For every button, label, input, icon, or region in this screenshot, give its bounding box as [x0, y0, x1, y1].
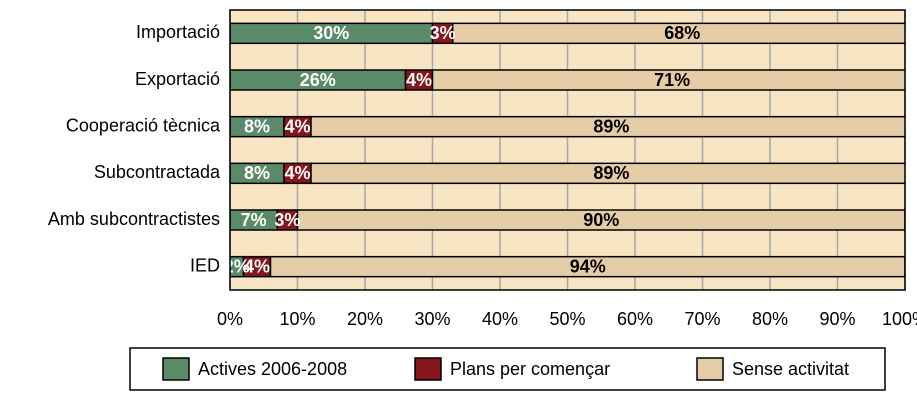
x-tick-label: 30% [414, 309, 450, 329]
bar-segment [296, 209, 905, 231]
legend-box [129, 347, 886, 391]
bar-segment [310, 115, 905, 138]
x-tick-label: 0% [217, 309, 243, 329]
value-label: 4% [406, 70, 432, 90]
x-tick-label: 80% [752, 309, 788, 329]
x-tick-label: 10% [279, 309, 315, 329]
value-label: 89% [593, 163, 629, 183]
value-label: 4% [244, 256, 270, 276]
bar-segment [452, 22, 905, 45]
value-label: 8% [244, 116, 270, 136]
x-tick-label: 40% [482, 309, 518, 329]
x-tick-label: 70% [684, 309, 720, 329]
bar-segment [310, 162, 905, 185]
value-label: 8% [244, 163, 270, 183]
value-label: 89% [593, 116, 629, 136]
y-tick-label: Cooperació tècnica [66, 115, 221, 135]
value-label: 3% [274, 210, 300, 230]
legend-swatch [414, 357, 442, 381]
bars [230, 22, 905, 278]
value-label: 26% [300, 70, 336, 90]
value-label: 4% [284, 163, 310, 183]
x-tick-label: 20% [347, 309, 383, 329]
y-tick-label: Importació [136, 22, 220, 42]
value-label: 94% [570, 256, 606, 276]
bar-segment [269, 255, 905, 278]
legend-label: Sense activitat [732, 359, 849, 379]
value-label: 71% [654, 70, 690, 90]
bar-segment [431, 69, 905, 91]
x-tick-label: 90% [819, 309, 855, 329]
x-tick-label: 50% [549, 309, 585, 329]
legend-label: Actives 2006-2008 [198, 359, 347, 379]
y-tick-label: IED [190, 255, 220, 275]
y-tick-label: Exportació [135, 69, 220, 89]
legend-swatch [162, 357, 190, 381]
legend-swatch [696, 357, 724, 381]
x-tick-label: 100% [882, 309, 917, 329]
plot-border [229, 9, 906, 291]
legend-label: Plans per començar [450, 359, 610, 379]
y-tick-label: Amb subcontractistes [48, 209, 220, 229]
value-label: 7% [241, 210, 267, 230]
value-label: 90% [583, 210, 619, 230]
value-label: 68% [664, 23, 700, 43]
x-tick-label: 60% [617, 309, 653, 329]
value-label: 3% [430, 23, 456, 43]
y-tick-label: Subcontractada [94, 162, 221, 182]
value-label: 4% [284, 116, 310, 136]
value-label: 30% [313, 23, 349, 43]
